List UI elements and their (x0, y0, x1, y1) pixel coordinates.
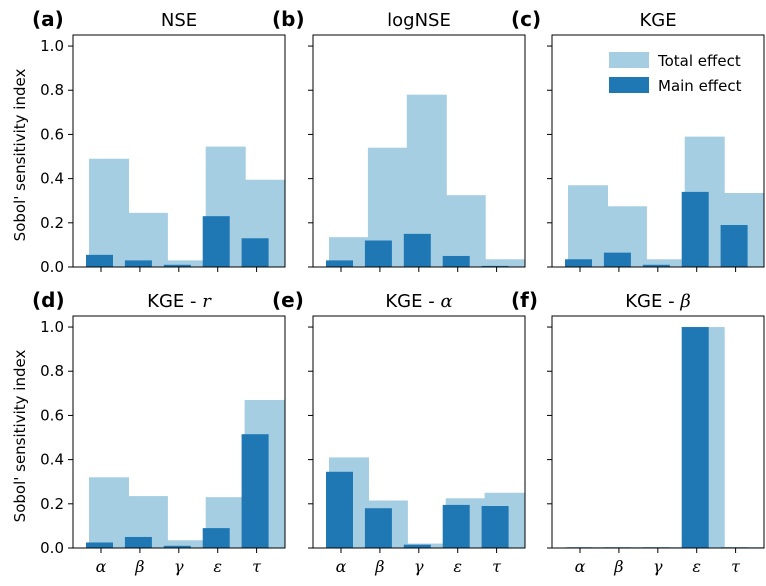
x-tick-label: τ (492, 557, 502, 576)
panel-letter: (a) (32, 7, 64, 31)
legend-swatch (609, 52, 649, 68)
bar-main-effect (642, 264, 670, 267)
y-tick-label: 0.4 (40, 170, 64, 188)
y-tick-label: 0.0 (40, 258, 64, 276)
bar-total-effect (568, 185, 609, 267)
y-tick-label: 0.2 (40, 495, 64, 513)
bar-total-effect (484, 259, 525, 267)
x-tick-label: γ (174, 557, 184, 576)
panel-title: KGE - r (147, 291, 212, 312)
y-axis-label-bottom: Sobol' sensitivity index (11, 350, 29, 523)
bar-main-effect (442, 255, 470, 267)
panel-letter: (f) (511, 288, 538, 312)
bar-main-effect (364, 508, 392, 548)
x-tick-label: γ (653, 557, 663, 576)
panel-letter: (c) (511, 7, 541, 31)
panel-a: 0.0 0.2 0.4 0.6 0.8 1.0 NSE (a) (32, 7, 286, 276)
legend: Total effect Main effect (609, 52, 742, 95)
bar-main-effect (403, 544, 431, 548)
bar-main-effect (565, 259, 593, 267)
bar-total-effect (166, 260, 207, 267)
panels: 0.0 0.2 0.4 0.6 0.8 1.0 NSE (a) logNSE (b) KGE (c) 0… (32, 7, 765, 576)
bar-total-effect (127, 212, 168, 267)
bar-main-effect (481, 506, 509, 548)
bar-main-effect (241, 238, 269, 267)
x-tick-label: β (613, 557, 623, 576)
legend-label: Main effect (658, 77, 742, 95)
bar-main-effect (681, 327, 709, 548)
bar-main-effect (86, 254, 114, 267)
bar-main-effect (124, 536, 152, 548)
x-tick-label: τ (731, 557, 741, 576)
x-tick-label: α (575, 557, 586, 576)
y-tick-label: 1.0 (40, 37, 64, 55)
bar-main-effect (202, 216, 230, 267)
panel-letter: (b) (272, 7, 305, 31)
x-tick-label: α (96, 557, 107, 576)
panel-e: α β γ ε τ KGE - α (e) (272, 288, 526, 576)
legend-swatch (609, 77, 649, 93)
y-tick-label: 0.6 (40, 406, 64, 424)
x-tick-label: ε (453, 557, 462, 576)
bar-main-effect (681, 191, 709, 267)
x-tick-label: β (374, 557, 384, 576)
bar-main-effect (442, 504, 470, 548)
bar-total-effect (645, 259, 686, 267)
bar-main-effect (86, 542, 114, 548)
x-tick-label: τ (252, 557, 262, 576)
bar-main-effect (202, 528, 230, 548)
panel-d: 0.0 0.2 0.4 0.6 0.8 1.0 α β γ ε τ KGE - r (d) (32, 288, 286, 576)
legend-label: Total effect (657, 52, 741, 70)
bar-total-effect (445, 195, 486, 267)
bar-main-effect (720, 225, 748, 267)
panel-letter: (d) (32, 288, 65, 312)
panel-title: KGE (639, 10, 676, 31)
panel-title: logNSE (387, 10, 451, 31)
bar-main-effect (326, 471, 354, 548)
y-tick-label: 0.6 (40, 125, 64, 143)
bar-total-effect (89, 477, 130, 548)
panel-c: KGE (c) (511, 7, 765, 272)
bar-total-effect (166, 540, 207, 548)
y-tick-label: 0.4 (40, 451, 64, 469)
y-tick-label: 0.2 (40, 214, 64, 232)
x-tick-label: α (336, 557, 347, 576)
y-tick-label: 0.0 (40, 539, 64, 557)
panel-f: α β γ ε τ KGE - β (f) (511, 288, 765, 576)
bar-main-effect (603, 252, 631, 267)
y-tick-label: 0.8 (40, 362, 64, 380)
x-tick-label: ε (692, 557, 701, 576)
panel-letter: (e) (272, 288, 304, 312)
y-tick-label: 0.8 (40, 81, 64, 99)
bar-main-effect (326, 260, 354, 267)
y-tick-label: 1.0 (40, 318, 64, 336)
bar-total-effect (89, 158, 130, 267)
axes-frame (551, 315, 765, 549)
bar-main-effect (364, 240, 392, 267)
bar-main-effect (403, 233, 431, 267)
y-axis-label-top: Sobol' sensitivity index (11, 69, 29, 242)
bar-main-effect (124, 260, 152, 267)
bar-main-effect (163, 264, 191, 267)
bar-main-effect (163, 545, 191, 548)
bar-main-effect (241, 434, 269, 548)
x-tick-label: γ (414, 557, 424, 576)
bar-main-effect (481, 265, 509, 267)
panel-title: KGE - β (625, 291, 690, 312)
x-tick-label: ε (213, 557, 222, 576)
panel-title: NSE (161, 10, 197, 31)
x-tick-label: β (134, 557, 144, 576)
panel-b: logNSE (b) (272, 7, 526, 272)
panel-title: KGE - α (385, 291, 452, 312)
